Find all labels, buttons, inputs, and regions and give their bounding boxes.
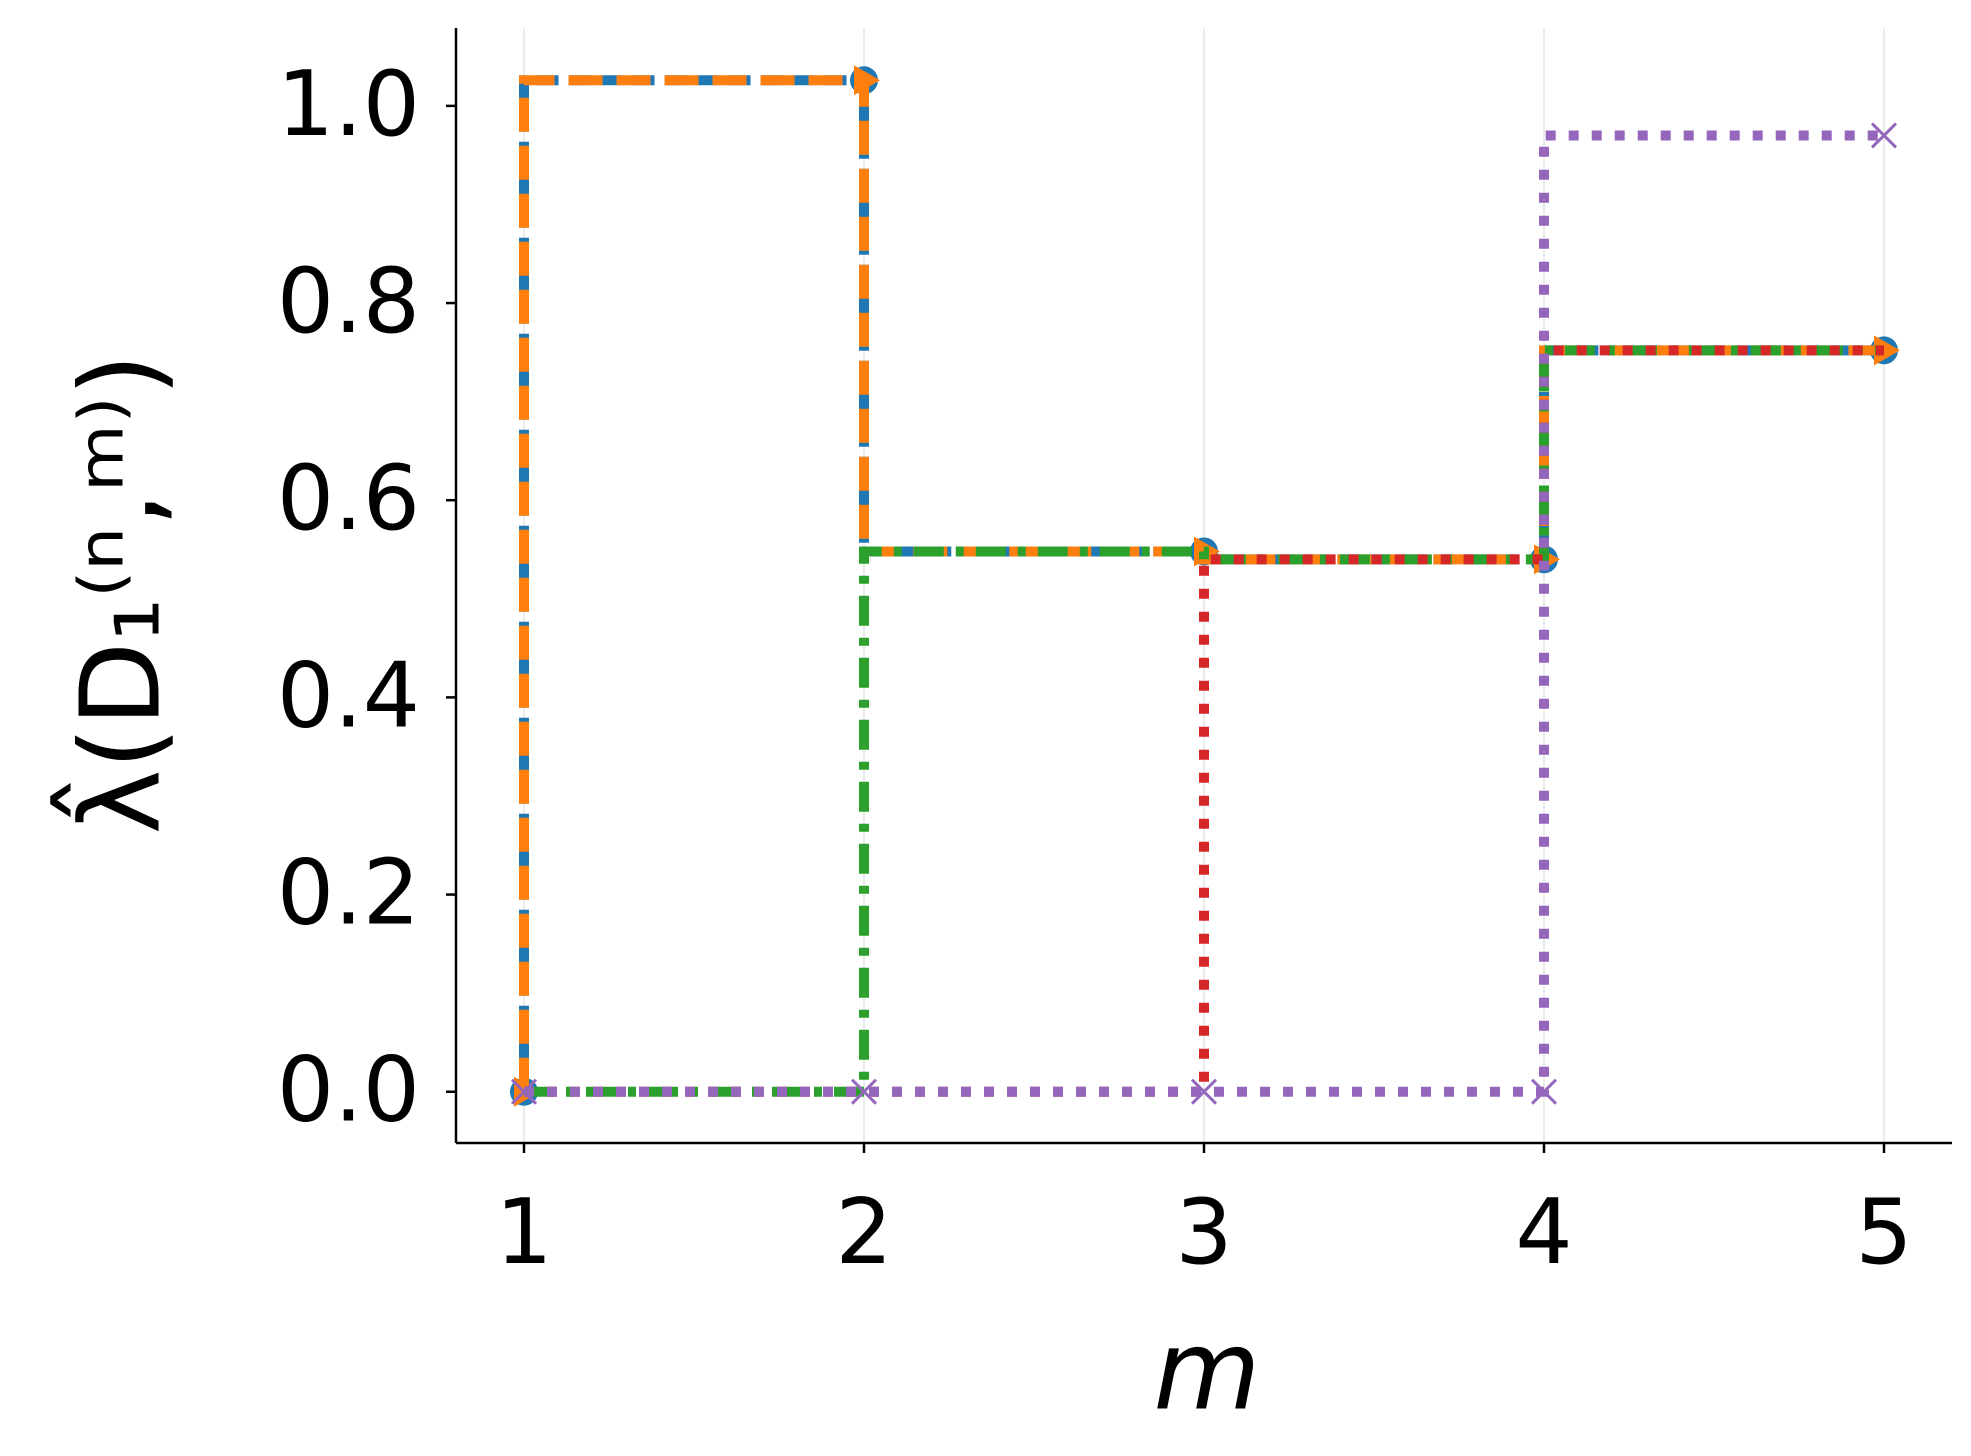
marker	[1530, 1078, 1558, 1105]
marker	[1874, 335, 1900, 366]
step-line	[524, 130, 1884, 1097]
x-tick-label: 2	[835, 1180, 892, 1285]
y-tick-label: 0.8	[277, 249, 420, 354]
y-tick-label: 0.4	[277, 643, 420, 748]
x-axis-label: m	[1153, 1306, 1260, 1434]
marker	[510, 1078, 538, 1105]
x-tick-label: 5	[1855, 1180, 1912, 1285]
y-tick-label: 0.0	[277, 1038, 420, 1143]
grid	[523, 28, 1885, 1143]
y-tick-label: 1.0	[277, 52, 420, 157]
marker	[1870, 122, 1898, 149]
axes: 1 2 3 4 5 0.0 0.2 0.4 0.6 0.8 1.0	[277, 28, 1952, 1285]
x-tick-label: 4	[1515, 1180, 1572, 1285]
y-tick-label: 0.6	[277, 446, 420, 551]
x-tick-label: 3	[1175, 1180, 1232, 1285]
plot-area	[510, 65, 1900, 1107]
y-tick-label: 0.2	[277, 840, 420, 945]
x-tick-label: 1	[495, 1180, 552, 1285]
marker	[1190, 1078, 1218, 1105]
marker	[850, 1078, 878, 1105]
marker	[854, 65, 880, 96]
y-axis-label: λ̂(D₁⁽ⁿ,ᵐ⁾)	[49, 353, 184, 834]
